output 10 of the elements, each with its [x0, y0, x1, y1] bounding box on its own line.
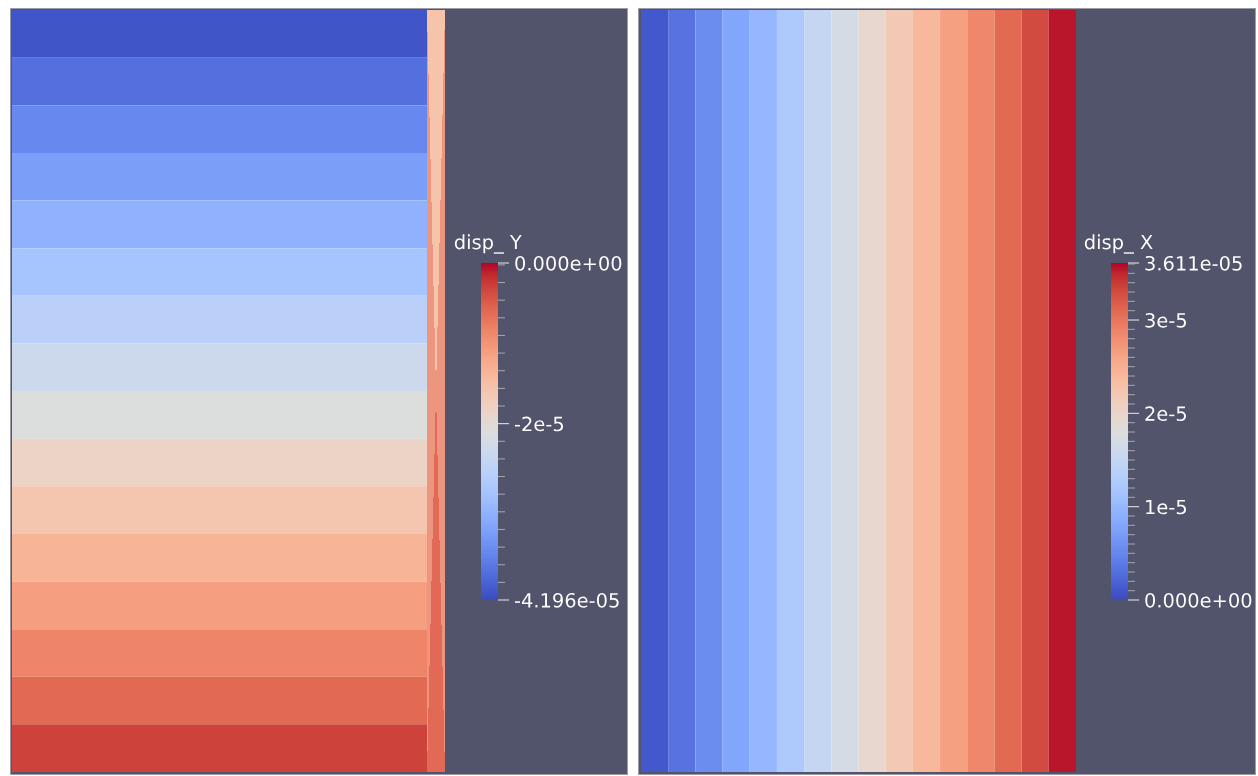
- color-bar-title: disp_ X: [1084, 234, 1153, 254]
- color-bar-label: 3e-5: [1145, 312, 1186, 328]
- color-bar-label: 3.611e-05: [1145, 255, 1242, 271]
- color-bar-label: 0.000e+00: [515, 255, 622, 271]
- color-bar-label: 0.000e+00: [1145, 592, 1252, 608]
- color-bar-label: -2e-5: [514, 416, 564, 432]
- color-bar-title: disp_ Y: [454, 234, 522, 254]
- color-bar-label: -4.196e-05: [514, 592, 619, 608]
- color-bar-label: 2e-5: [1145, 406, 1186, 422]
- color-bar-label: 1e-5: [1146, 499, 1186, 515]
